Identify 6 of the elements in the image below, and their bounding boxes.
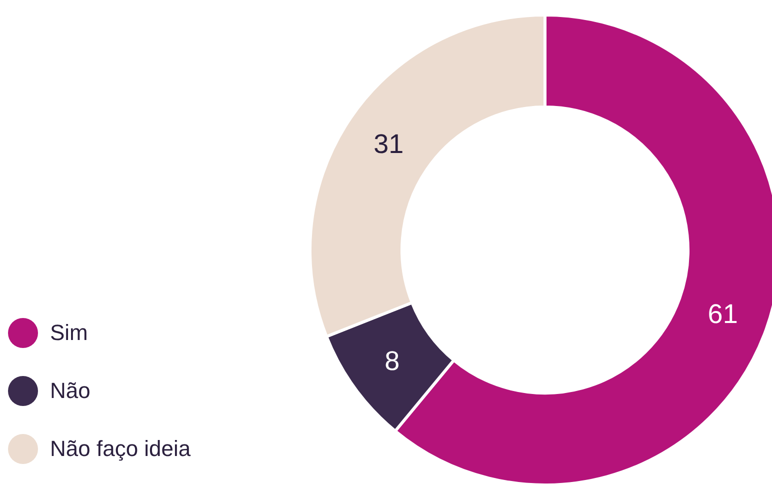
legend-label: Sim: [50, 320, 88, 346]
legend-label: Não: [50, 378, 90, 404]
legend-label: Não faço ideia: [50, 436, 191, 462]
data-label: 61: [708, 299, 738, 330]
data-label: 8: [384, 346, 400, 376]
data-label: 31: [374, 128, 404, 159]
